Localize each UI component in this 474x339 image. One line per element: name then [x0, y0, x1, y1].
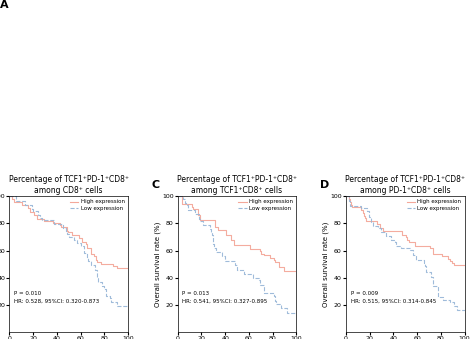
Text: D: D — [320, 180, 329, 190]
Text: C: C — [152, 180, 160, 190]
Y-axis label: Overall survival rate (%): Overall survival rate (%) — [154, 221, 161, 307]
Text: P = 0.013
HR: 0.541, 95%CI: 0.327-0.895: P = 0.013 HR: 0.541, 95%CI: 0.327-0.895 — [182, 292, 268, 303]
Legend: High expression, Low expression: High expression, Low expression — [236, 197, 295, 213]
Text: P = 0.010
HR: 0.528, 95%CI: 0.320-0.873: P = 0.010 HR: 0.528, 95%CI: 0.320-0.873 — [14, 292, 100, 303]
Title: Percentage of TCF1⁺PD-1⁺CD8⁺
among CD8⁺ cells: Percentage of TCF1⁺PD-1⁺CD8⁺ among CD8⁺ … — [9, 175, 129, 195]
Title: Percentage of TCF1⁺PD-1⁺CD8⁺
among PD-1⁺CD8⁺ cells: Percentage of TCF1⁺PD-1⁺CD8⁺ among PD-1⁺… — [345, 175, 465, 195]
Legend: High expression, Low expression: High expression, Low expression — [68, 197, 127, 213]
Title: Percentage of TCF1⁺PD-1⁺CD8⁺
among TCF1⁺CD8⁺ cells: Percentage of TCF1⁺PD-1⁺CD8⁺ among TCF1⁺… — [177, 175, 297, 195]
Text: P = 0.009
HR: 0.515, 95%CI: 0.314-0.845: P = 0.009 HR: 0.515, 95%CI: 0.314-0.845 — [351, 292, 436, 303]
Legend: High expression, Low expression: High expression, Low expression — [404, 197, 464, 213]
Y-axis label: Overall survival rate (%): Overall survival rate (%) — [322, 221, 329, 307]
Text: A: A — [0, 0, 9, 10]
